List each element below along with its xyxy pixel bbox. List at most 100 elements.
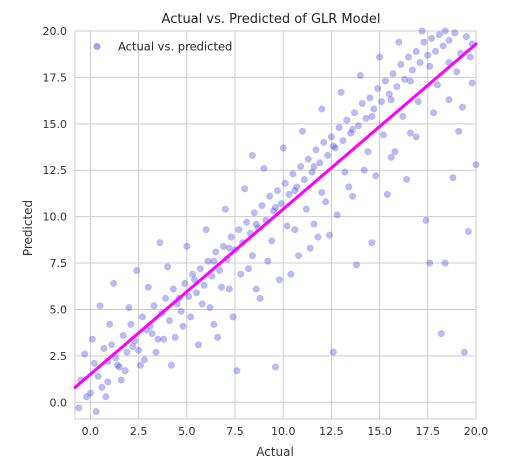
scatter-point (345, 183, 353, 191)
scatter-point (210, 257, 218, 265)
scatter-point (198, 300, 206, 308)
scatter-point (403, 175, 411, 184)
scatter-point (148, 330, 156, 338)
y-tick-label: 20.0 (43, 25, 68, 38)
scatter-point (283, 222, 291, 230)
scatter-point (325, 231, 334, 239)
y-tick-label: 15.0 (43, 118, 68, 131)
scatter-point (395, 38, 403, 46)
scatter-point (115, 363, 123, 371)
scatter-point (244, 265, 253, 273)
scatter-point (252, 285, 260, 293)
scatter-point (270, 207, 278, 215)
scatter-point (437, 330, 445, 338)
scatter-point (372, 172, 380, 180)
scatter-point (277, 200, 285, 208)
scatter-point (136, 361, 145, 369)
scatter-point (445, 36, 453, 44)
scatter-point (185, 292, 193, 301)
scatter-point (318, 105, 326, 113)
scatter-point (439, 42, 447, 50)
scatter-point (200, 281, 208, 289)
scatter-point (183, 242, 191, 250)
scatter-point (287, 270, 295, 278)
scatter-point (90, 359, 98, 367)
x-tick-label: 7.5 (226, 425, 244, 438)
scatter-point (350, 109, 359, 117)
y-axis-ticks: 0.0 2.5 5.0 7.5 10.0 12.5 15.0 17.5 20.0 (43, 25, 68, 409)
scatter-point (179, 322, 187, 330)
scatter-point (360, 166, 368, 174)
scatter-point (177, 307, 185, 315)
scatter-point (333, 211, 341, 219)
scatter-point (387, 96, 395, 104)
x-axis-ticks: 0.0 2.5 5.0 7.5 10.0 12.5 15.0 17.5 20.0 (82, 425, 489, 438)
scatter-point (391, 148, 399, 156)
scatter-point (108, 341, 116, 349)
scatter-point (221, 205, 229, 213)
scatter-point (416, 59, 424, 67)
y-tick-label: 12.5 (43, 164, 68, 177)
scatter-point (426, 62, 434, 70)
scatter-point (349, 125, 357, 133)
scatter-point (248, 151, 256, 159)
scatter-point (433, 81, 441, 89)
x-axis-label: Actual (256, 445, 294, 459)
scatter-point (225, 244, 233, 252)
scatter-point (291, 226, 299, 234)
scatter-point (335, 123, 343, 132)
scatter-point (260, 164, 268, 172)
scatter-point (117, 376, 125, 384)
scatter-point (428, 34, 436, 42)
scatter-point (190, 276, 199, 284)
scatter-point (219, 242, 227, 250)
scatter-point (302, 205, 310, 213)
scatter-point (462, 33, 470, 41)
scatter-point (217, 283, 226, 291)
scatter-point (300, 175, 308, 184)
scatter-point (414, 97, 422, 106)
legend-label: Actual vs. predicted (118, 40, 232, 54)
scatter-point (412, 133, 420, 141)
scatter-point (418, 27, 426, 35)
scatter-point (310, 162, 318, 171)
scatter-point (135, 346, 143, 354)
scatter-point (258, 201, 266, 210)
scatter-point (163, 263, 172, 271)
scatter-point (154, 335, 162, 343)
scatter-point (196, 265, 204, 273)
scatter-point (451, 29, 459, 37)
scatter-point (445, 96, 453, 104)
scatter-point (354, 122, 362, 130)
scatter-point (441, 27, 449, 35)
scatter-point (466, 53, 474, 61)
scatter-point (113, 361, 121, 369)
scatter-point (75, 404, 83, 412)
legend: Actual vs. predicted (93, 40, 232, 54)
scatter-point (291, 187, 299, 195)
fit-line-group (73, 42, 478, 389)
scatter-point (165, 317, 174, 325)
scatter-point (125, 304, 133, 312)
scatter-point (349, 192, 357, 200)
x-tick-label: 0.0 (82, 425, 100, 438)
scatter-point (408, 66, 416, 74)
scatter-point (356, 72, 364, 80)
scatter-point (144, 283, 152, 291)
scatter-point (343, 116, 351, 124)
scatter-point (381, 77, 389, 85)
scatter-point (316, 159, 324, 167)
scatter-point (312, 146, 320, 154)
scatter-point (404, 53, 413, 61)
scatter-point (358, 99, 366, 107)
scatter-point (202, 226, 210, 234)
scatter-point (460, 348, 468, 356)
scatter-point (206, 304, 214, 312)
scatter-point (385, 90, 393, 98)
scatter-point (102, 393, 110, 401)
scatter-point (192, 289, 201, 297)
scatter-point (362, 114, 370, 122)
scatter-point (100, 344, 108, 353)
scatter-point (304, 155, 312, 163)
scatter-point (297, 162, 305, 171)
